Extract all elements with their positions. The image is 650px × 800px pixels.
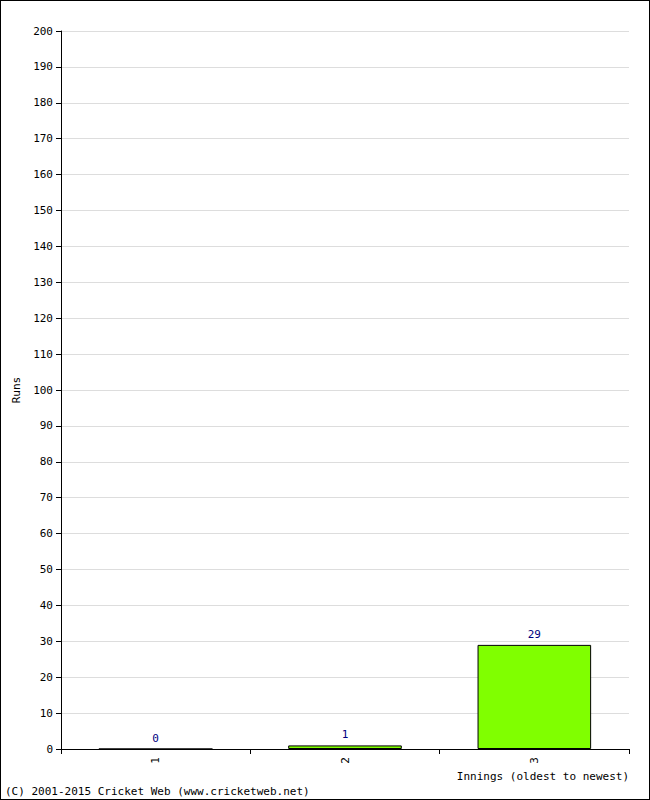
svg-text:1: 1 bbox=[342, 728, 349, 741]
svg-text:170: 170 bbox=[33, 132, 53, 145]
svg-text:180: 180 bbox=[33, 96, 53, 109]
svg-text:200: 200 bbox=[33, 25, 53, 38]
svg-text:2: 2 bbox=[339, 757, 352, 764]
svg-text:(C) 2001-2015 Cricket Web (www: (C) 2001-2015 Cricket Web (www.cricketwe… bbox=[5, 785, 310, 798]
svg-text:10: 10 bbox=[40, 707, 53, 720]
svg-text:130: 130 bbox=[33, 276, 53, 289]
svg-text:20: 20 bbox=[40, 671, 53, 684]
svg-text:Runs: Runs bbox=[10, 377, 23, 404]
svg-text:160: 160 bbox=[33, 168, 53, 181]
svg-text:190: 190 bbox=[33, 60, 53, 73]
svg-text:0: 0 bbox=[152, 732, 159, 745]
svg-text:3: 3 bbox=[528, 757, 541, 764]
svg-text:150: 150 bbox=[33, 204, 53, 217]
svg-text:29: 29 bbox=[528, 628, 541, 641]
svg-text:140: 140 bbox=[33, 240, 53, 253]
svg-text:0: 0 bbox=[46, 743, 53, 756]
svg-text:80: 80 bbox=[40, 455, 53, 468]
svg-text:90: 90 bbox=[40, 419, 53, 432]
svg-text:30: 30 bbox=[40, 635, 53, 648]
svg-text:40: 40 bbox=[40, 599, 53, 612]
svg-text:50: 50 bbox=[40, 563, 53, 576]
svg-text:110: 110 bbox=[33, 348, 53, 361]
svg-text:70: 70 bbox=[40, 491, 53, 504]
svg-text:60: 60 bbox=[40, 527, 53, 540]
svg-text:100: 100 bbox=[33, 384, 53, 397]
svg-text:Innings (oldest to newest): Innings (oldest to newest) bbox=[457, 770, 629, 783]
svg-text:1: 1 bbox=[149, 757, 162, 764]
svg-text:120: 120 bbox=[33, 312, 53, 325]
